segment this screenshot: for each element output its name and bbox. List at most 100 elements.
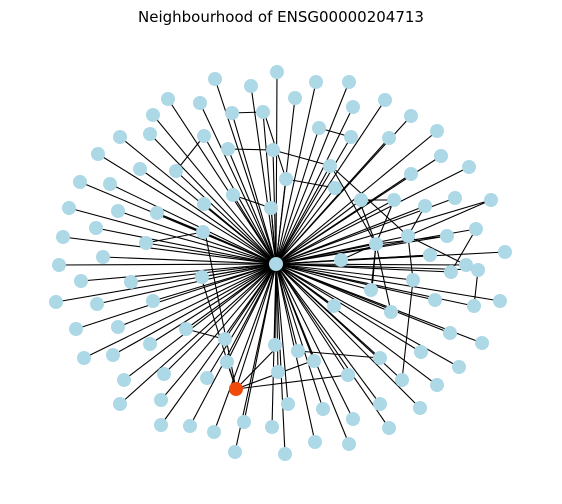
- graph-node: [341, 368, 355, 382]
- graph-edge: [407, 235, 467, 266]
- graph-edge: [200, 276, 237, 390]
- graph-node: [307, 354, 321, 368]
- graph-node: [373, 351, 387, 365]
- graph-node: [69, 322, 83, 336]
- graph-node: [207, 425, 221, 439]
- graph-node: [237, 415, 251, 429]
- graph-edge: [235, 344, 280, 390]
- graph-edge: [232, 194, 277, 265]
- graph-node: [423, 248, 437, 262]
- graph-node: [143, 127, 157, 141]
- graph-node: [77, 351, 91, 365]
- graph-edge: [375, 243, 392, 313]
- graph-node: [196, 225, 210, 239]
- graph-node: [471, 263, 485, 277]
- graph-node: [484, 193, 498, 207]
- graph-node: [395, 373, 409, 387]
- graph-node: [309, 75, 323, 89]
- graph-edge: [250, 85, 277, 265]
- graph-node: [226, 188, 240, 202]
- graph-edge: [275, 263, 390, 429]
- graph-edge: [227, 148, 277, 265]
- graph-edge: [275, 199, 492, 265]
- graph-node: [327, 299, 341, 313]
- graph-edge: [340, 254, 431, 261]
- graph-node: [73, 175, 87, 189]
- graph-edge: [275, 165, 331, 265]
- graph-node: [225, 106, 239, 120]
- graph-node: [124, 275, 138, 289]
- graph-node: [281, 397, 295, 411]
- graph-node: [459, 258, 473, 272]
- graph-node: [323, 159, 337, 173]
- graph-node: [475, 336, 489, 350]
- page-title: Neighbourhood of ENSG00000204713: [138, 8, 424, 26]
- graph-edge: [275, 178, 287, 265]
- graph-edge: [275, 136, 352, 265]
- graph-edge: [275, 235, 409, 265]
- graph-edge: [401, 279, 414, 381]
- graph-node: [150, 206, 164, 220]
- graph-node: [139, 236, 153, 250]
- graph-node: [146, 294, 160, 308]
- graph-node: [270, 65, 284, 79]
- graph-edge: [235, 374, 349, 390]
- graph-node: [382, 131, 396, 145]
- graph-edge: [156, 212, 204, 233]
- graph-node: [161, 92, 175, 106]
- graph-edge: [275, 127, 320, 265]
- graph-edge: [175, 135, 205, 172]
- graph-edge: [75, 263, 277, 330]
- graph-node: [369, 237, 383, 251]
- graph-node: [111, 320, 125, 334]
- graph-node: [89, 221, 103, 235]
- graph-edge: [83, 263, 277, 359]
- graph-edge: [275, 199, 395, 265]
- graph-node: [346, 100, 360, 114]
- graph-node: [197, 197, 211, 211]
- graph-node: [157, 367, 171, 381]
- graph-node: [498, 245, 512, 259]
- graph-node: [268, 338, 282, 352]
- graph-edge: [275, 263, 460, 368]
- graph-edge: [330, 165, 377, 245]
- graph-edge: [375, 199, 395, 245]
- graph-node: [430, 124, 444, 138]
- graph-edge: [275, 263, 421, 409]
- graph-node: [256, 105, 270, 119]
- graph-edge: [275, 81, 317, 265]
- graph-node: [312, 121, 326, 135]
- graph-edge: [80, 263, 277, 282]
- graph-node: [106, 348, 120, 362]
- graph-node: [179, 322, 193, 336]
- graph-edge: [275, 99, 386, 265]
- graph-node: [117, 373, 131, 387]
- graph-node: [443, 326, 457, 340]
- graph-node: [154, 418, 168, 432]
- graph-node: [469, 222, 483, 236]
- graph-node: [143, 337, 157, 351]
- graph-edge: [163, 263, 277, 375]
- graph-node: [244, 79, 258, 93]
- graph-edge: [407, 199, 492, 237]
- graph-node: [91, 147, 105, 161]
- graph-edge: [275, 199, 362, 265]
- graph-edge: [175, 170, 277, 265]
- graph-node: [406, 273, 420, 287]
- graph-node: [271, 365, 285, 379]
- graph-edge: [275, 263, 422, 353]
- graph-edge: [214, 78, 277, 265]
- graph-node: [154, 393, 168, 407]
- graph-node: [354, 193, 368, 207]
- graph-node: [346, 412, 360, 426]
- graph-node: [342, 75, 356, 89]
- graph-node: [183, 419, 197, 433]
- graph-edge: [275, 263, 354, 420]
- graph-edge: [102, 256, 277, 265]
- graph-edge: [275, 106, 354, 265]
- graph-node: [208, 72, 222, 86]
- graph-node: [373, 397, 387, 411]
- graph-node: [90, 297, 104, 311]
- graph-edge: [275, 263, 350, 445]
